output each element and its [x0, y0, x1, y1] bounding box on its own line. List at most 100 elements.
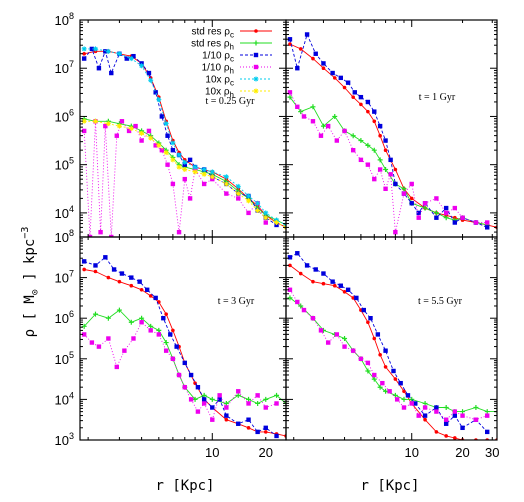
data-point: [485, 429, 490, 435]
data-point: [176, 152, 182, 158]
data-point: [105, 315, 111, 321]
data-point: [416, 210, 421, 216]
data-point: [156, 97, 162, 103]
data-point: [106, 336, 111, 341]
data-point: [288, 42, 292, 46]
data-point: [255, 393, 260, 398]
legend-swatch-marker: [253, 64, 259, 70]
y-axis-label-sub: ⊙: [30, 289, 41, 295]
legend-label-sub: h: [230, 91, 234, 100]
y-tick-base: 10: [55, 61, 69, 76]
data-point: [246, 210, 251, 216]
data-point: [365, 142, 371, 148]
data-point: [148, 135, 154, 141]
data-point: [163, 340, 169, 346]
data-point: [350, 148, 356, 153]
data-point: [377, 123, 383, 129]
data-point: [153, 90, 158, 95]
data-point: [274, 401, 279, 406]
data-point: [304, 32, 310, 37]
data-point: [170, 148, 176, 153]
data-point: [188, 372, 194, 378]
data-point: [330, 70, 335, 76]
data-point: [192, 396, 198, 402]
y-tick-exponent: 4: [69, 204, 74, 214]
data-point: [443, 215, 449, 221]
data-point: [452, 205, 458, 211]
data-point: [372, 176, 377, 182]
data-point: [170, 181, 176, 187]
data-point: [313, 51, 318, 56]
legend-label: 1/10 ρc: [202, 51, 234, 64]
data-point: [274, 433, 279, 439]
data-point: [298, 47, 303, 51]
data-point: [128, 126, 134, 131]
data-point: [235, 183, 241, 189]
data-point: [146, 70, 152, 76]
data-point: [361, 307, 366, 313]
data-point: [170, 157, 176, 163]
data-point: [103, 255, 108, 260]
data-point: [388, 157, 393, 163]
data-point: [460, 425, 465, 431]
y-tick-label: 105: [55, 156, 74, 173]
data-point: [416, 413, 421, 418]
data-point: [301, 307, 307, 313]
data-point: [81, 118, 87, 124]
data-point: [182, 166, 188, 172]
data-point: [255, 429, 260, 435]
data-point: [263, 220, 268, 225]
series-line: [84, 50, 286, 228]
data-point: [443, 421, 449, 426]
data-point: [380, 380, 385, 386]
y-tick-base: 10: [55, 352, 69, 367]
data-point: [298, 271, 303, 276]
data-point: [246, 193, 252, 199]
data-point: [111, 267, 117, 272]
data-point: [246, 396, 252, 402]
data-point: [92, 311, 98, 317]
data-point: [393, 181, 398, 187]
data-point: [201, 166, 207, 172]
data-point: [195, 385, 201, 390]
data-point: [148, 294, 153, 298]
data-point: [318, 328, 324, 333]
data-point: [87, 234, 93, 237]
legend-label-sub: h: [230, 67, 234, 76]
y-tick-base: 10: [55, 433, 69, 448]
data-point: [342, 344, 347, 349]
data-point: [201, 392, 207, 398]
legend-label: 10x ρh: [205, 87, 234, 100]
data-point: [338, 75, 343, 81]
data-point: [354, 295, 359, 301]
data-point: [116, 307, 122, 313]
time-annotation: t = 0.25 Gyr: [206, 96, 256, 107]
data-point: [81, 56, 87, 61]
data-point: [274, 220, 280, 226]
legend-swatch-marker: [253, 40, 259, 46]
data-point: [116, 123, 122, 129]
data-point: [372, 372, 377, 378]
data-point: [409, 181, 414, 187]
data-point: [128, 319, 134, 325]
data-point: [255, 200, 261, 206]
data-point: [128, 56, 134, 62]
data-point: [224, 413, 229, 418]
data-point: [422, 405, 428, 410]
legend-label: std res ρc: [192, 27, 234, 40]
y-tick-exponent: 8: [69, 11, 74, 21]
data-point: [358, 157, 364, 163]
data-point: [358, 356, 364, 361]
data-point: [313, 267, 318, 272]
data-point: [434, 215, 439, 220]
data-point: [325, 123, 331, 129]
data-point: [377, 157, 383, 163]
data-point: [368, 316, 373, 321]
data-point: [165, 133, 170, 138]
data-point: [255, 400, 261, 406]
data-point: [350, 348, 356, 353]
data-point: [325, 340, 331, 345]
legend-swatch-marker: [254, 29, 258, 33]
data-point: [119, 119, 125, 124]
